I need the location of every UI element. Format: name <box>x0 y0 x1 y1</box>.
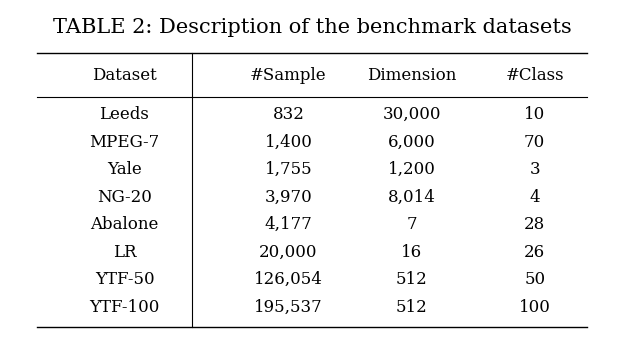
Text: 195,537: 195,537 <box>254 298 323 316</box>
Text: 100: 100 <box>519 298 550 316</box>
Text: 512: 512 <box>396 298 427 316</box>
Text: 512: 512 <box>396 271 427 288</box>
Text: Abalone: Abalone <box>90 216 158 233</box>
Text: 4,177: 4,177 <box>265 216 313 233</box>
Text: 6,000: 6,000 <box>388 134 436 151</box>
Text: Dimension: Dimension <box>367 67 456 84</box>
Text: 10: 10 <box>524 106 545 123</box>
Text: MPEG-7: MPEG-7 <box>89 134 160 151</box>
Text: 126,054: 126,054 <box>254 271 323 288</box>
Text: NG-20: NG-20 <box>97 189 152 206</box>
Text: YTF-100: YTF-100 <box>89 298 160 316</box>
Text: Dataset: Dataset <box>92 67 157 84</box>
Text: 1,400: 1,400 <box>265 134 313 151</box>
Text: 832: 832 <box>273 106 305 123</box>
Text: #Sample: #Sample <box>250 67 327 84</box>
Text: 16: 16 <box>401 244 422 261</box>
Text: 50: 50 <box>524 271 545 288</box>
Text: 3,970: 3,970 <box>265 189 313 206</box>
Text: TABLE 2: Description of the benchmark datasets: TABLE 2: Description of the benchmark da… <box>52 18 572 37</box>
Text: 26: 26 <box>524 244 545 261</box>
Text: YTF-50: YTF-50 <box>95 271 154 288</box>
Text: Leeds: Leeds <box>99 106 149 123</box>
Text: 30,000: 30,000 <box>383 106 441 123</box>
Text: 3: 3 <box>529 161 540 178</box>
Text: 28: 28 <box>524 216 545 233</box>
Text: #Class: #Class <box>505 67 564 84</box>
Text: 1,200: 1,200 <box>388 161 436 178</box>
Text: 4: 4 <box>529 189 540 206</box>
Text: 8,014: 8,014 <box>388 189 436 206</box>
Text: 20,000: 20,000 <box>260 244 318 261</box>
Text: LR: LR <box>113 244 136 261</box>
Text: 1,755: 1,755 <box>265 161 313 178</box>
Text: 7: 7 <box>406 216 417 233</box>
Text: 70: 70 <box>524 134 545 151</box>
Text: Yale: Yale <box>107 161 142 178</box>
